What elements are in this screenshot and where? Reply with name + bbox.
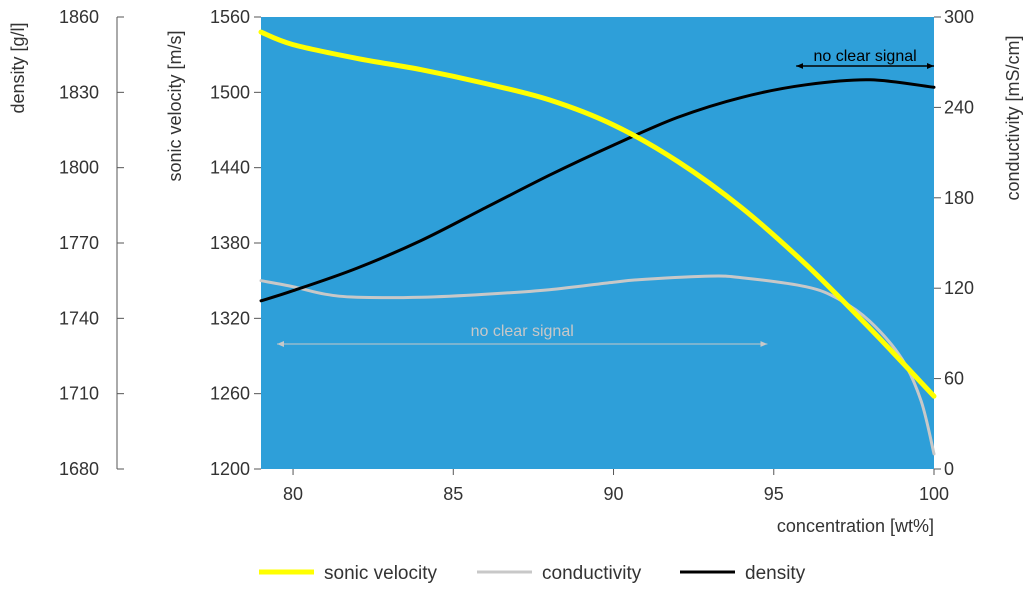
legend-label-density: density — [745, 563, 806, 584]
x-tick-label: 80 — [283, 484, 303, 504]
density-tick-label: 1740 — [59, 308, 99, 328]
density-tick-label: 1860 — [59, 7, 99, 27]
sonic-velocity-axis-title: sonic velocity [m/s] — [165, 30, 185, 181]
series-line-conductivity — [259, 274, 936, 456]
legend-label-sonic-velocity: sonic velocity — [324, 563, 437, 584]
density-tick-label: 1770 — [59, 233, 99, 253]
series-line-sonic-velocity — [258, 29, 937, 399]
legend-label-conductivity: conductivity — [542, 563, 642, 584]
conductivity-tick-label: 120 — [944, 278, 974, 298]
sonic-velocity-tick-label: 1260 — [210, 384, 250, 404]
x-axis-title: concentration [wt%] — [777, 516, 934, 536]
axes-layer: 80 85 90 95 10012001260132013801440150015601… — [59, 7, 974, 504]
conductivity-tick-label: 0 — [944, 459, 954, 479]
density-tick-label: 1800 — [59, 158, 99, 178]
annotation-text-2: no clear signal — [471, 323, 574, 340]
sonic-velocity-tick-label: 1500 — [210, 82, 250, 102]
density-tick-label: 1830 — [59, 82, 99, 102]
conductivity-tick-label: 300 — [944, 7, 974, 27]
density-tick-label: 1710 — [59, 384, 99, 404]
x-tick-label: 85 — [443, 484, 463, 504]
density-axis-title: density [g/l] — [8, 22, 28, 113]
annotation-layer: no clear signal no clear signal — [277, 48, 934, 347]
sonic-velocity-tick-label: 1380 — [210, 233, 250, 253]
plot-background — [261, 17, 934, 469]
x-tick-label: 90 — [604, 484, 624, 504]
sonic-velocity-tick-label: 1560 — [210, 7, 250, 27]
series-line-density — [259, 78, 936, 303]
sonic-velocity-tick-label: 1320 — [210, 308, 250, 328]
sonic-velocity-tick-label: 1200 — [210, 459, 250, 479]
x-tick-label: 100 — [919, 484, 949, 504]
series-layer — [258, 29, 937, 456]
conductivity-tick-label: 180 — [944, 188, 974, 208]
density-tick-label: 1680 — [59, 459, 99, 479]
conductivity-axis-title: conductivity [mS/cm] — [1003, 35, 1023, 200]
legend: sonic velocity conductivity density — [259, 563, 806, 584]
x-tick-label: 95 — [764, 484, 784, 504]
conductivity-tick-label: 240 — [944, 97, 974, 117]
annotation-text-1: no clear signal — [814, 48, 917, 65]
sonic-velocity-tick-label: 1440 — [210, 158, 250, 178]
conductivity-tick-label: 60 — [944, 369, 964, 389]
